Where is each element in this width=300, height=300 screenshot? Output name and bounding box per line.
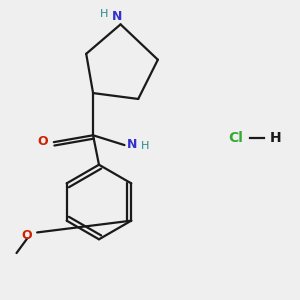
Text: O: O	[37, 135, 48, 148]
Text: H: H	[270, 131, 281, 145]
Text: N: N	[126, 138, 137, 151]
Text: H: H	[100, 10, 108, 20]
Text: O: O	[22, 229, 32, 242]
Text: H: H	[141, 141, 149, 151]
Text: N: N	[111, 11, 122, 23]
Text: Cl: Cl	[229, 131, 243, 145]
